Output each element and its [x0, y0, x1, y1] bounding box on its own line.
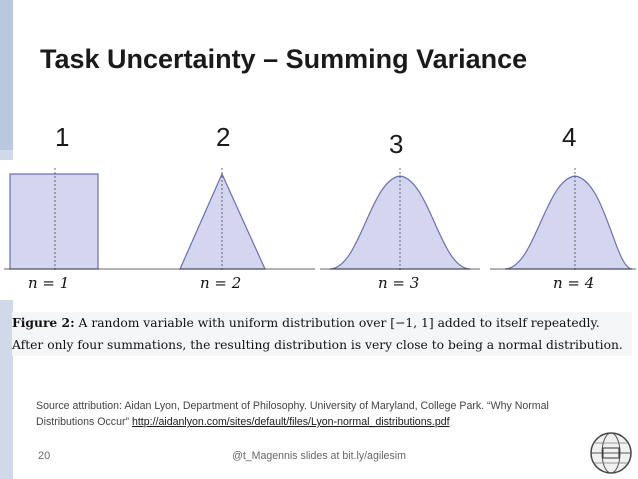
footer-text: @t_Magennis slides at bit.ly/agilesim: [232, 450, 406, 462]
panel-triangular: n = 2: [150, 168, 315, 292]
figure-background: [0, 160, 638, 300]
uniform-shape: [9, 173, 99, 270]
panel-label-3: n = 3: [378, 274, 419, 292]
panel-number-3: 3: [389, 129, 404, 159]
panel-number-1: 1: [55, 122, 70, 152]
panel-bell-4: n = 4: [490, 168, 636, 292]
source-text: Source attribution: Aidan Lyon, Departme…: [36, 400, 549, 428]
figure-caption: Figure 2: A random variable with uniform…: [12, 312, 632, 356]
distribution-figure: n = 1 n = 2 n = 3 n = 4: [0, 160, 638, 300]
caption-label: Figure 2:: [12, 315, 75, 330]
panel-label-1: n = 1: [28, 274, 69, 292]
slide-title: Task Uncertainty – Summing Variance: [40, 44, 528, 74]
panel-bell-3: n = 3: [320, 168, 480, 292]
panel-number-2: 2: [216, 122, 231, 152]
panel-label-2: n = 2: [200, 274, 241, 292]
globe-logo-icon: [590, 432, 632, 474]
panel-number-4: 4: [562, 122, 577, 152]
caption-text: A random variable with uniform distribut…: [12, 316, 623, 352]
panel-uniform: n = 1: [4, 168, 150, 292]
source-attribution: Source attribution: Aidan Lyon, Departme…: [36, 398, 606, 430]
left-accent-bar-top: [0, 0, 13, 150]
panel-label-4: n = 4: [553, 274, 594, 292]
page-number: 20: [38, 450, 51, 462]
source-link[interactable]: http://aidanlyon.com/sites/default/files…: [131, 416, 450, 428]
